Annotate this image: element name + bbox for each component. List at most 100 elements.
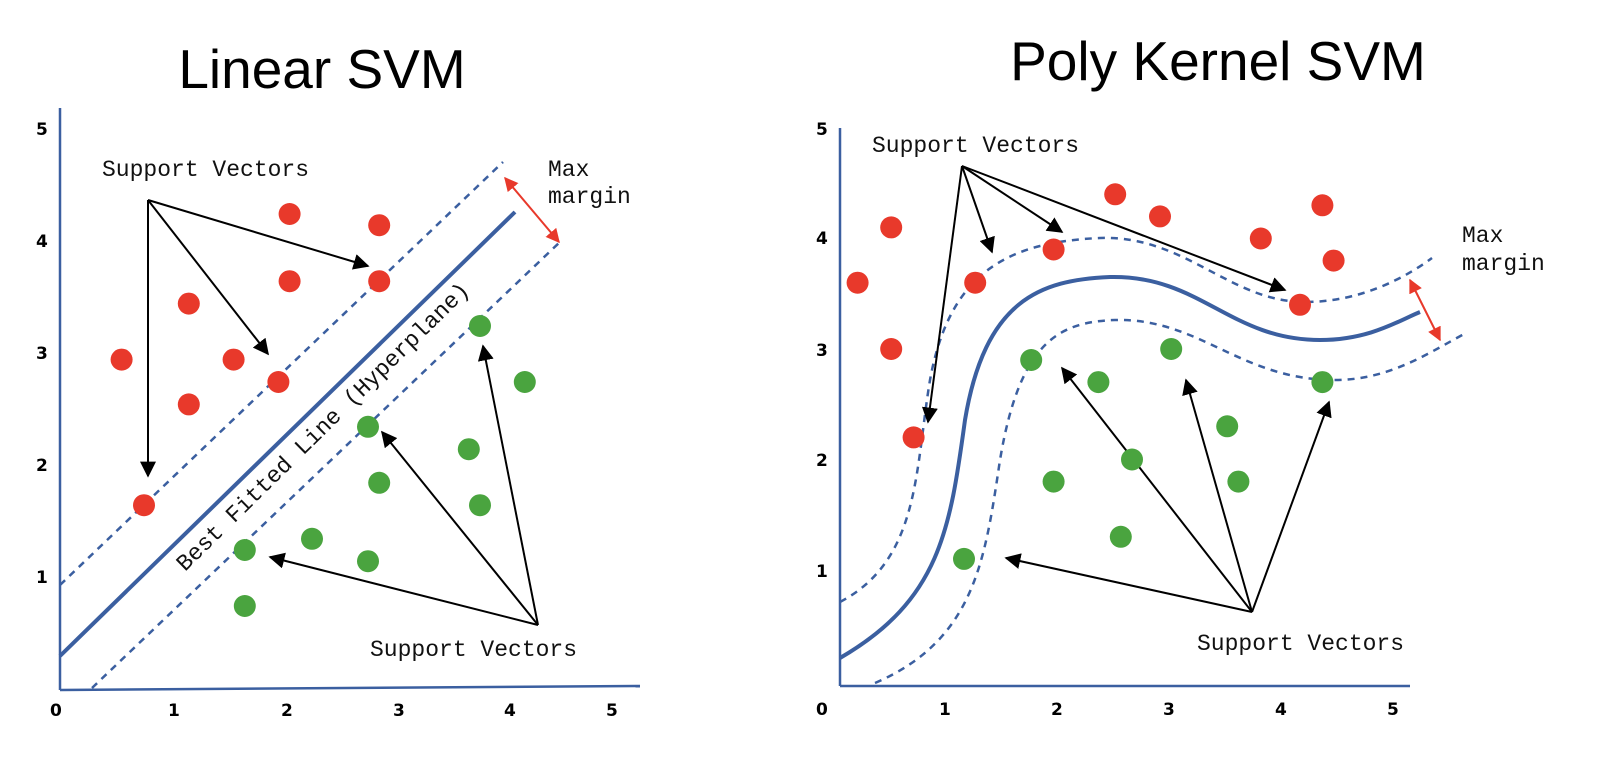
green-data-point [1109, 525, 1132, 548]
support-vectors-label-bottom: Support Vectors [1197, 631, 1404, 657]
red-data-point [267, 371, 290, 393]
green-data-point [469, 315, 491, 337]
y-tick-label: 4 [36, 232, 48, 252]
green-data-point [513, 371, 536, 393]
lower-margin-line [91, 239, 563, 689]
y-tick-labels: 1 2 3 4 5 [816, 120, 828, 582]
red-data-point [222, 348, 245, 371]
green-data-point [1227, 470, 1250, 493]
red-data-point [1104, 183, 1127, 206]
red-data-point [1311, 194, 1334, 217]
upper-margin-line [59, 161, 504, 586]
red-data-point [368, 214, 391, 237]
support-vectors-label-bottom: Support Vectors [370, 637, 577, 663]
x-tick-label: 2 [1051, 700, 1063, 720]
x-tick-label: 2 [281, 701, 293, 721]
data-points [110, 203, 536, 617]
green-data-point [233, 539, 256, 561]
data-points [846, 183, 1345, 570]
x-tick-label: 3 [393, 701, 405, 721]
red-data-point [133, 494, 155, 517]
lower-margin-curve [874, 318, 1467, 685]
arrow [147, 199, 370, 270]
arrow [380, 430, 539, 626]
support-vector-arrows-bottom [1004, 366, 1332, 613]
support-vector-arrows-top [140, 199, 370, 478]
y-tick-label: 4 [816, 229, 828, 249]
x-tick-label: 0 [50, 701, 62, 721]
red-data-point [1042, 238, 1065, 261]
y-tick-labels: 1 2 3 4 5 [36, 120, 48, 588]
x-tick-label: 4 [1275, 700, 1287, 720]
red-data-point [368, 270, 391, 293]
green-data-point [1042, 470, 1065, 493]
green-data-point [368, 471, 391, 494]
max-margin-arrow [504, 176, 560, 244]
red-data-point [880, 338, 903, 360]
green-data-point [953, 547, 975, 570]
red-data-point [1289, 293, 1311, 316]
upper-margin-curve [839, 236, 1433, 604]
y-tick-label: 1 [36, 568, 48, 588]
green-data-point [1087, 371, 1110, 394]
arrow [961, 165, 1287, 293]
green-data-point [1160, 338, 1183, 360]
max-margin-label-line2: margin [1462, 251, 1545, 277]
support-vector-arrows-bottom [268, 344, 539, 626]
red-data-point [177, 292, 200, 315]
max-margin-label-line1: Max [548, 157, 589, 183]
poly-kernel-svm-title: Poly Kernel SVM [1010, 30, 1426, 92]
red-data-point [902, 426, 925, 449]
arrow [1061, 366, 1253, 613]
x-tick-label: 1 [168, 701, 180, 721]
max-margin-label-line2: margin [548, 184, 631, 210]
y-tick-label: 3 [816, 341, 828, 361]
arrow [147, 199, 269, 356]
y-tick-label: 2 [816, 451, 828, 471]
linear-svm-title: Linear SVM [178, 38, 465, 100]
green-data-point [1311, 371, 1334, 394]
x-tick-label: 0 [816, 700, 828, 720]
x-tick-label: 5 [1387, 700, 1399, 720]
red-data-point [278, 203, 301, 225]
y-tick-label: 2 [36, 456, 48, 476]
red-data-point [964, 271, 987, 294]
y-tick-label: 5 [36, 120, 48, 140]
y-tick-label: 5 [816, 120, 828, 140]
x-tick-labels: 0 1 2 3 4 5 [816, 700, 1399, 720]
x-tick-label: 1 [939, 700, 951, 720]
red-data-point [278, 270, 301, 293]
red-data-point [1249, 227, 1272, 250]
arrow [1004, 553, 1253, 613]
arrow [1251, 400, 1332, 613]
green-data-point [457, 438, 480, 461]
red-data-point [1322, 249, 1345, 272]
green-data-point [1121, 448, 1143, 471]
max-margin-label-line1: Max [1462, 223, 1503, 249]
x-tick-label: 5 [606, 701, 618, 721]
x-tick-labels: 0 1 2 3 4 5 [50, 701, 618, 721]
linear-svm-panel: Linear SVM 0 1 2 3 4 5 1 2 3 4 5 Max mar… [36, 38, 641, 721]
green-data-point [1020, 349, 1043, 371]
green-data-point [469, 494, 491, 517]
x-axis [59, 684, 641, 692]
green-data-point [233, 595, 256, 617]
arrow [477, 344, 539, 626]
arrow [268, 552, 539, 626]
support-vectors-label-top: Support Vectors [872, 133, 1079, 159]
red-data-point [846, 271, 869, 294]
red-data-point [110, 348, 133, 371]
arrow [921, 165, 963, 424]
red-data-point [177, 393, 200, 416]
green-data-point [357, 550, 379, 573]
poly-kernel-svm-panel: Poly Kernel SVM 0 1 2 3 4 5 1 2 3 4 5 Ma… [816, 30, 1545, 720]
support-vector-arrows-top [921, 165, 1287, 424]
y-tick-label: 3 [36, 344, 48, 364]
green-data-point [1216, 415, 1239, 438]
y-tick-label: 1 [816, 562, 828, 582]
x-tick-label: 3 [1163, 700, 1175, 720]
red-data-point [1149, 205, 1171, 228]
support-vectors-label-top: Support Vectors [102, 157, 309, 183]
hyperplane-label: Best Fitted Line (Hyperplane) [172, 278, 476, 577]
